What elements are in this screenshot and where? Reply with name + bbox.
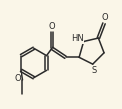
Text: O: O [101,13,108,22]
Text: HN: HN [71,34,84,43]
Text: S: S [91,66,97,75]
Text: O: O [49,22,55,31]
Text: O: O [14,74,21,83]
